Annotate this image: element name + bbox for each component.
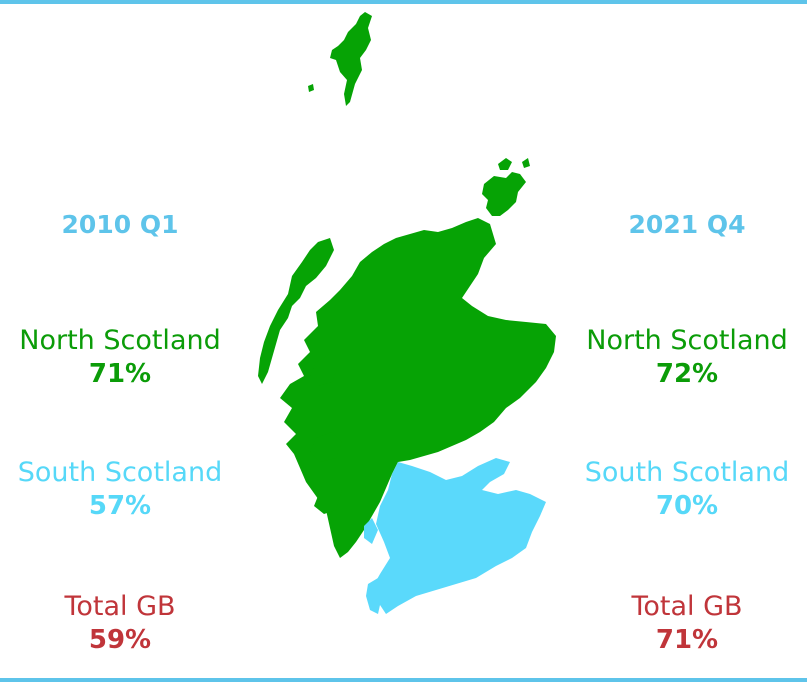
arran-island xyxy=(364,518,378,544)
map-north-scotland xyxy=(258,12,556,558)
skye-island xyxy=(310,354,338,386)
left-south-block: South Scotland 57% xyxy=(0,456,240,522)
right-total-value: 71% xyxy=(655,625,719,655)
left-north-name: North Scotland xyxy=(19,325,221,356)
map-south-scotland xyxy=(364,458,546,614)
mull-island xyxy=(310,432,342,462)
left-total-name: Total GB xyxy=(64,591,176,622)
right-north-name: North Scotland xyxy=(586,325,788,356)
left-south-value: 57% xyxy=(88,491,152,521)
top-border xyxy=(0,0,807,4)
right-south-value: 70% xyxy=(655,491,719,521)
orkney-islands xyxy=(482,172,526,216)
left-north-block: North Scotland 71% xyxy=(0,324,240,390)
right-south-block: South Scotland 70% xyxy=(567,456,807,522)
outer-hebrides xyxy=(258,238,334,384)
left-total-value: 59% xyxy=(88,625,152,655)
right-total-name: Total GB xyxy=(631,591,743,622)
right-total-block: Total GB 71% xyxy=(567,590,807,656)
kintyre-peninsula xyxy=(366,578,382,614)
right-period-label: 2021 Q4 xyxy=(628,210,746,239)
left-period-label: 2010 Q1 xyxy=(61,210,179,239)
islay-jura-islands xyxy=(314,476,342,514)
left-south-name: South Scotland xyxy=(17,457,223,488)
scotland-map xyxy=(258,12,556,614)
left-total-block: Total GB 59% xyxy=(0,590,240,656)
left-north-value: 71% xyxy=(88,359,152,389)
right-north-value: 72% xyxy=(655,359,719,389)
right-north-block: North Scotland 72% xyxy=(567,324,807,390)
mainland-north xyxy=(280,218,556,558)
right-south-name: South Scotland xyxy=(584,457,790,488)
shetland-west-islet xyxy=(308,84,314,92)
mainland-south xyxy=(372,458,546,614)
shetland-islands xyxy=(330,12,372,106)
orkney-north-islets xyxy=(498,158,530,170)
bottom-border xyxy=(0,678,807,682)
